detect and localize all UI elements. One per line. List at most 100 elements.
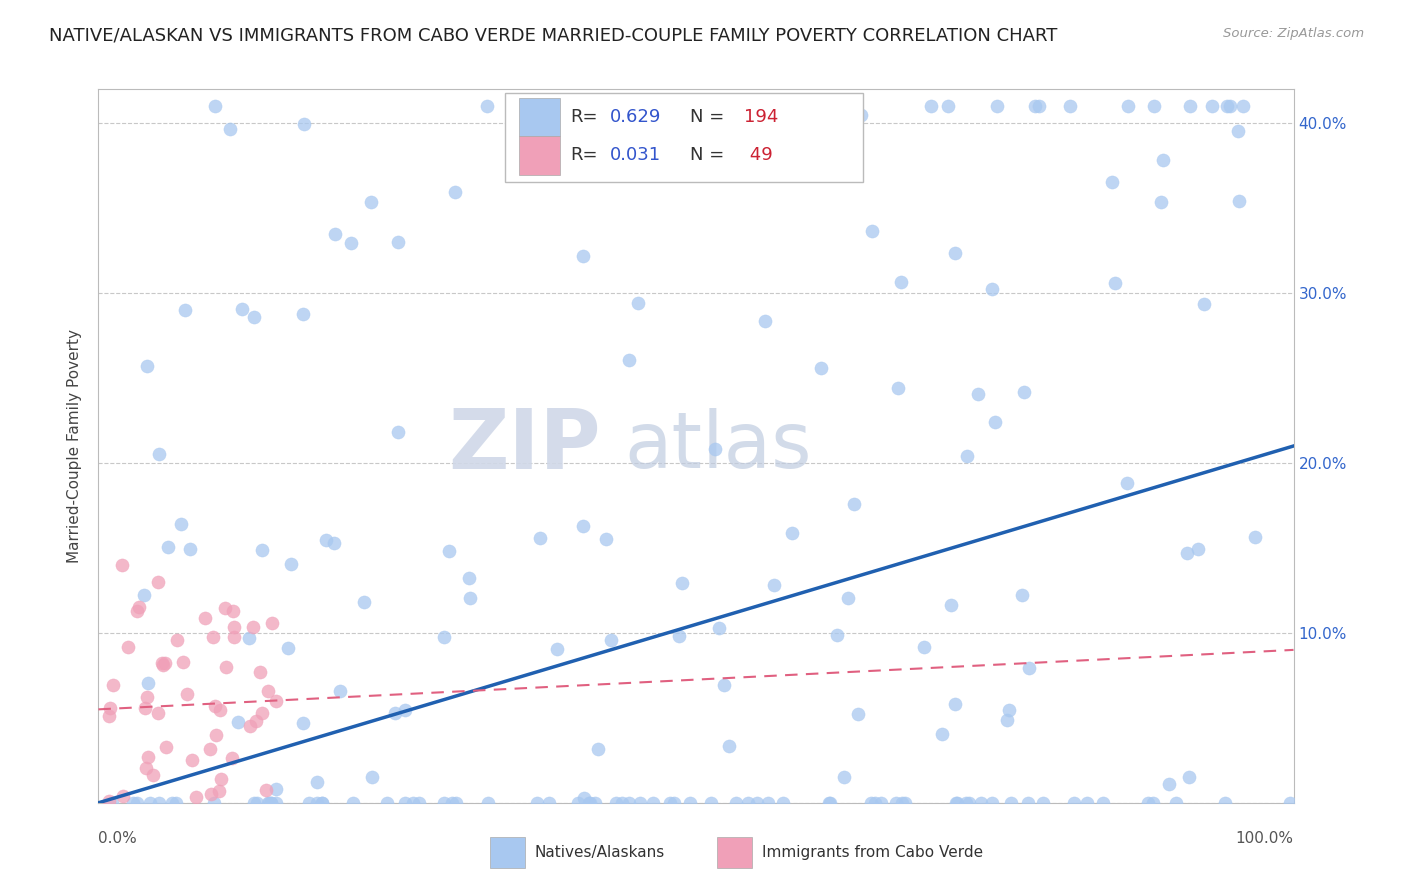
Point [842,99,865,113]
Point [531,99,554,113]
Point [754,313,776,327]
Point [832,99,855,113]
Point [572,519,595,533]
Point [1032,796,1054,810]
Point [1142,796,1164,810]
Point [292,117,315,131]
Point [441,796,464,810]
Point [1028,99,1050,113]
Text: 49: 49 [744,146,772,164]
Point [249,665,271,679]
Point [246,796,269,810]
Point [200,787,222,801]
Point [1175,547,1198,561]
Point [125,796,148,810]
Text: atlas: atlas [624,408,811,484]
Point [136,750,159,764]
Point [713,678,735,692]
Point [202,630,225,644]
Point [1243,530,1265,544]
Point [818,796,841,810]
Point [101,796,124,810]
Point [266,782,288,797]
Point [600,632,623,647]
FancyBboxPatch shape [491,837,524,869]
Point [851,108,873,122]
Point [477,796,499,810]
Point [818,796,841,810]
Point [254,783,277,797]
Point [266,694,288,708]
Point [772,796,794,810]
Text: Source: ZipAtlas.com: Source: ZipAtlas.com [1223,27,1364,40]
Point [146,706,169,721]
Point [181,754,204,768]
Point [214,601,236,615]
Point [756,796,779,810]
Point [342,796,364,810]
Point [579,796,602,810]
Point [260,796,283,810]
Point [1227,194,1250,208]
Point [209,772,232,787]
Point [1150,194,1173,209]
Point [815,99,838,113]
Point [931,727,953,741]
Point [920,99,942,113]
Point [221,751,243,765]
Point [810,360,832,375]
Point [1116,99,1139,113]
Point [329,684,352,698]
Point [291,307,314,321]
Point [128,600,150,615]
Point [264,796,287,810]
Point [941,599,963,613]
Point [307,775,329,789]
Point [1166,796,1188,810]
Point [152,657,174,672]
Point [1059,99,1081,113]
Point [984,415,1007,429]
Point [595,532,617,546]
Point [1101,176,1123,190]
Point [1219,99,1241,113]
Point [238,631,260,645]
Point [617,796,640,810]
Text: R=: R= [571,146,598,164]
Point [1076,796,1098,810]
Point [98,701,121,715]
Point [894,796,917,810]
Point [863,796,886,810]
Point [222,630,245,644]
Point [1116,475,1139,490]
Point [219,122,242,136]
Point [887,381,910,395]
FancyBboxPatch shape [717,837,752,869]
Point [169,517,191,532]
Point [257,796,280,810]
Point [717,739,740,754]
Point [209,703,232,717]
Text: Immigrants from Cabo Verde: Immigrants from Cabo Verde [762,846,983,860]
Point [671,575,693,590]
Point [1024,99,1046,113]
Point [298,796,321,810]
Point [1091,796,1114,810]
Point [832,770,855,784]
Point [859,796,882,810]
Point [458,570,481,584]
Point [387,235,409,249]
Point [967,386,990,401]
Point [945,796,967,810]
Point [1213,796,1236,810]
Point [277,641,299,656]
Point [475,99,498,113]
Point [842,497,865,511]
Point [141,768,163,782]
Point [501,99,523,113]
Point [884,796,907,810]
Point [148,574,170,589]
Point [239,719,262,733]
Point [837,591,859,605]
Point [538,796,561,810]
